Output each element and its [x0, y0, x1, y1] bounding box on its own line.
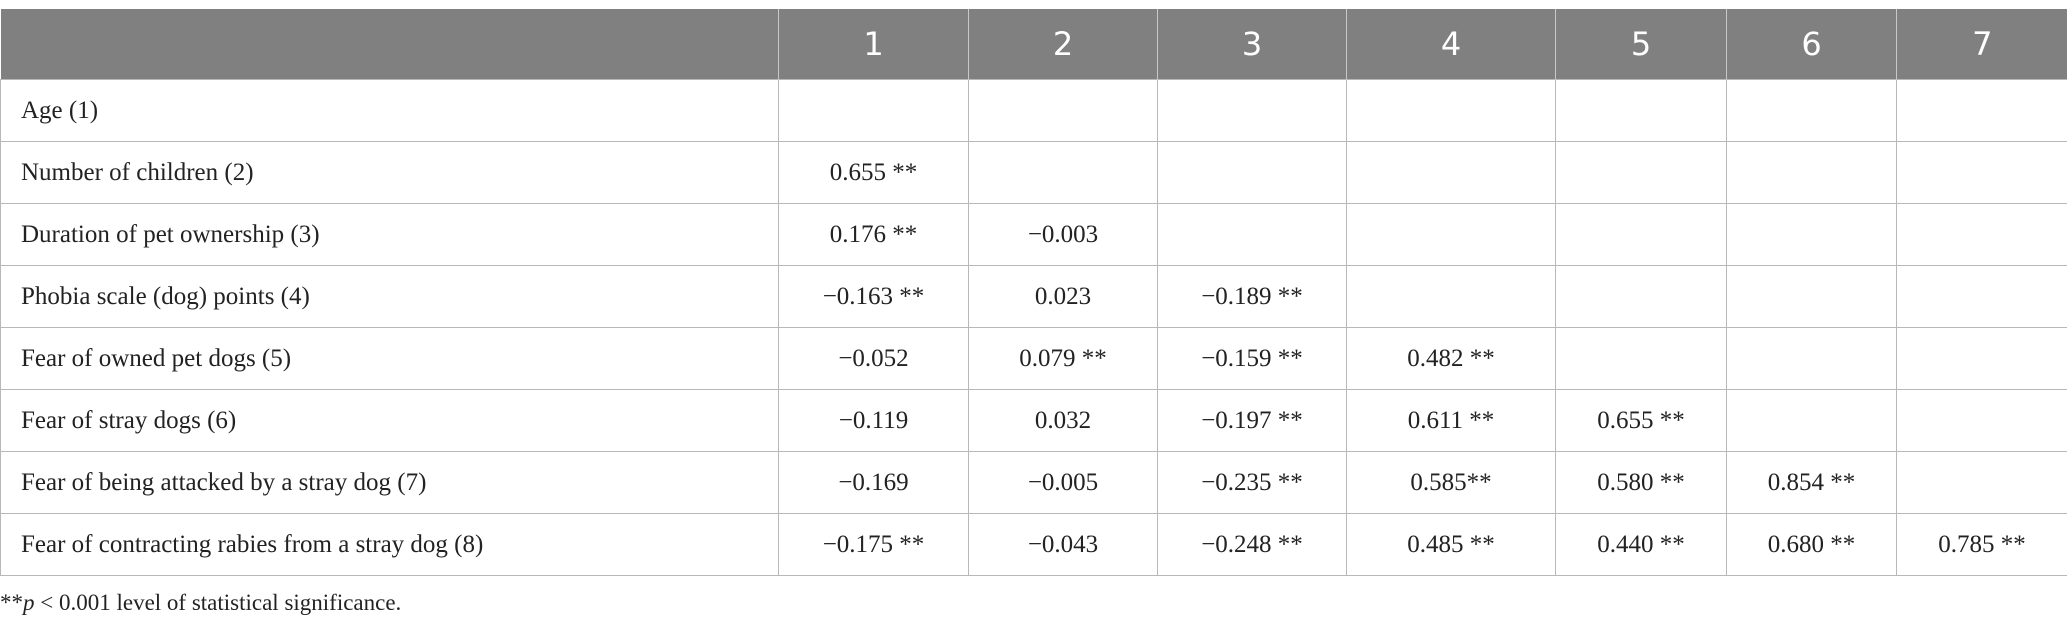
cell: −0.003 [968, 203, 1158, 266]
footnote-prefix: ** [0, 590, 23, 615]
cell [1157, 203, 1347, 266]
cell: 0.655 ** [1555, 389, 1727, 452]
header-cell: 5 [1555, 9, 1727, 80]
table-row: Age (1) [0, 79, 2067, 142]
row-label: Phobia scale (dog) points (4) [0, 265, 779, 328]
cell [1726, 327, 1897, 390]
cell: 0.585** [1346, 451, 1556, 514]
cell [1726, 265, 1897, 328]
cell [1726, 141, 1897, 204]
table-row: Fear of contracting rabies from a stray … [0, 513, 2067, 576]
row-label: Fear of contracting rabies from a stray … [0, 513, 779, 576]
cell [1896, 265, 2067, 328]
cell: 0.580 ** [1555, 451, 1727, 514]
cell [1896, 203, 2067, 266]
cell: −0.189 ** [1157, 265, 1347, 328]
cell [1896, 327, 2067, 390]
cell [1555, 203, 1727, 266]
cell: −0.043 [968, 513, 1158, 576]
cell: −0.175 ** [778, 513, 969, 576]
cell: −0.052 [778, 327, 969, 390]
header-cell: 4 [1346, 9, 1556, 80]
cell: 0.485 ** [1346, 513, 1556, 576]
cell: −0.119 [778, 389, 969, 452]
header-cell: 7 [1896, 9, 2067, 80]
cell: 0.440 ** [1555, 513, 1727, 576]
row-label: Age (1) [0, 79, 779, 142]
cell [1726, 79, 1897, 142]
cell [1896, 451, 2067, 514]
cell [1555, 79, 1727, 142]
cell: −0.159 ** [1157, 327, 1347, 390]
table-body: Age (1) Number of children (2) 0.655 ** Dur… [0, 79, 2067, 576]
cell [1726, 203, 1897, 266]
cell [1896, 389, 2067, 452]
row-label: Fear of owned pet dogs (5) [0, 327, 779, 390]
cell: 0.854 ** [1726, 451, 1897, 514]
cell [1346, 265, 1556, 328]
footnote-symbol: p [23, 590, 35, 615]
cell: 0.079 ** [968, 327, 1158, 390]
cell: −0.169 [778, 451, 969, 514]
cell [1555, 141, 1727, 204]
cell: −0.248 ** [1157, 513, 1347, 576]
table-row: Fear of being attacked by a stray dog (7… [0, 451, 2067, 514]
cell [968, 79, 1158, 142]
cell [1346, 203, 1556, 266]
table-row: Number of children (2) 0.655 ** [0, 141, 2067, 204]
footnote: **p < 0.001 level of statistical signifi… [0, 590, 401, 616]
header-cell: 1 [778, 9, 969, 80]
cell: −0.005 [968, 451, 1158, 514]
cell [778, 79, 969, 142]
cell [1555, 265, 1727, 328]
header-cell [0, 9, 779, 80]
header-cell: 6 [1726, 9, 1897, 80]
cell: −0.163 ** [778, 265, 969, 328]
table-row: Duration of pet ownership (3) 0.176 ** −0.… [0, 203, 2067, 266]
cell [1555, 327, 1727, 390]
header-cell: 2 [968, 9, 1158, 80]
row-label: Fear of being attacked by a stray dog (7… [0, 451, 779, 514]
cell: 0.032 [968, 389, 1158, 452]
cell [1896, 79, 2067, 142]
table-row: Phobia scale (dog) points (4) −0.163 ** 0.… [0, 265, 2067, 328]
cell: 0.680 ** [1726, 513, 1897, 576]
cell: 0.785 ** [1896, 513, 2067, 576]
cell: 0.176 ** [778, 203, 969, 266]
row-label: Number of children (2) [0, 141, 779, 204]
cell: 0.611 ** [1346, 389, 1556, 452]
cell: 0.482 ** [1346, 327, 1556, 390]
cell [1726, 389, 1897, 452]
table-row: Fear of owned pet dogs (5) −0.052 0.079 **… [0, 327, 2067, 390]
header-cell: 3 [1157, 9, 1347, 80]
cell [1346, 141, 1556, 204]
cell [1896, 141, 2067, 204]
row-label: Fear of stray dogs (6) [0, 389, 779, 452]
cell: 0.023 [968, 265, 1158, 328]
cell [1157, 79, 1347, 142]
cell: 0.655 ** [778, 141, 969, 204]
table-row: Fear of stray dogs (6) −0.119 0.032 −0.197 … [0, 389, 2067, 452]
cell: −0.197 ** [1157, 389, 1347, 452]
row-label: Duration of pet ownership (3) [0, 203, 779, 266]
footnote-text: < 0.001 level of statistical significanc… [34, 590, 402, 615]
cell [1346, 79, 1556, 142]
cell: −0.235 ** [1157, 451, 1347, 514]
cell [1157, 141, 1347, 204]
cell [968, 141, 1158, 204]
